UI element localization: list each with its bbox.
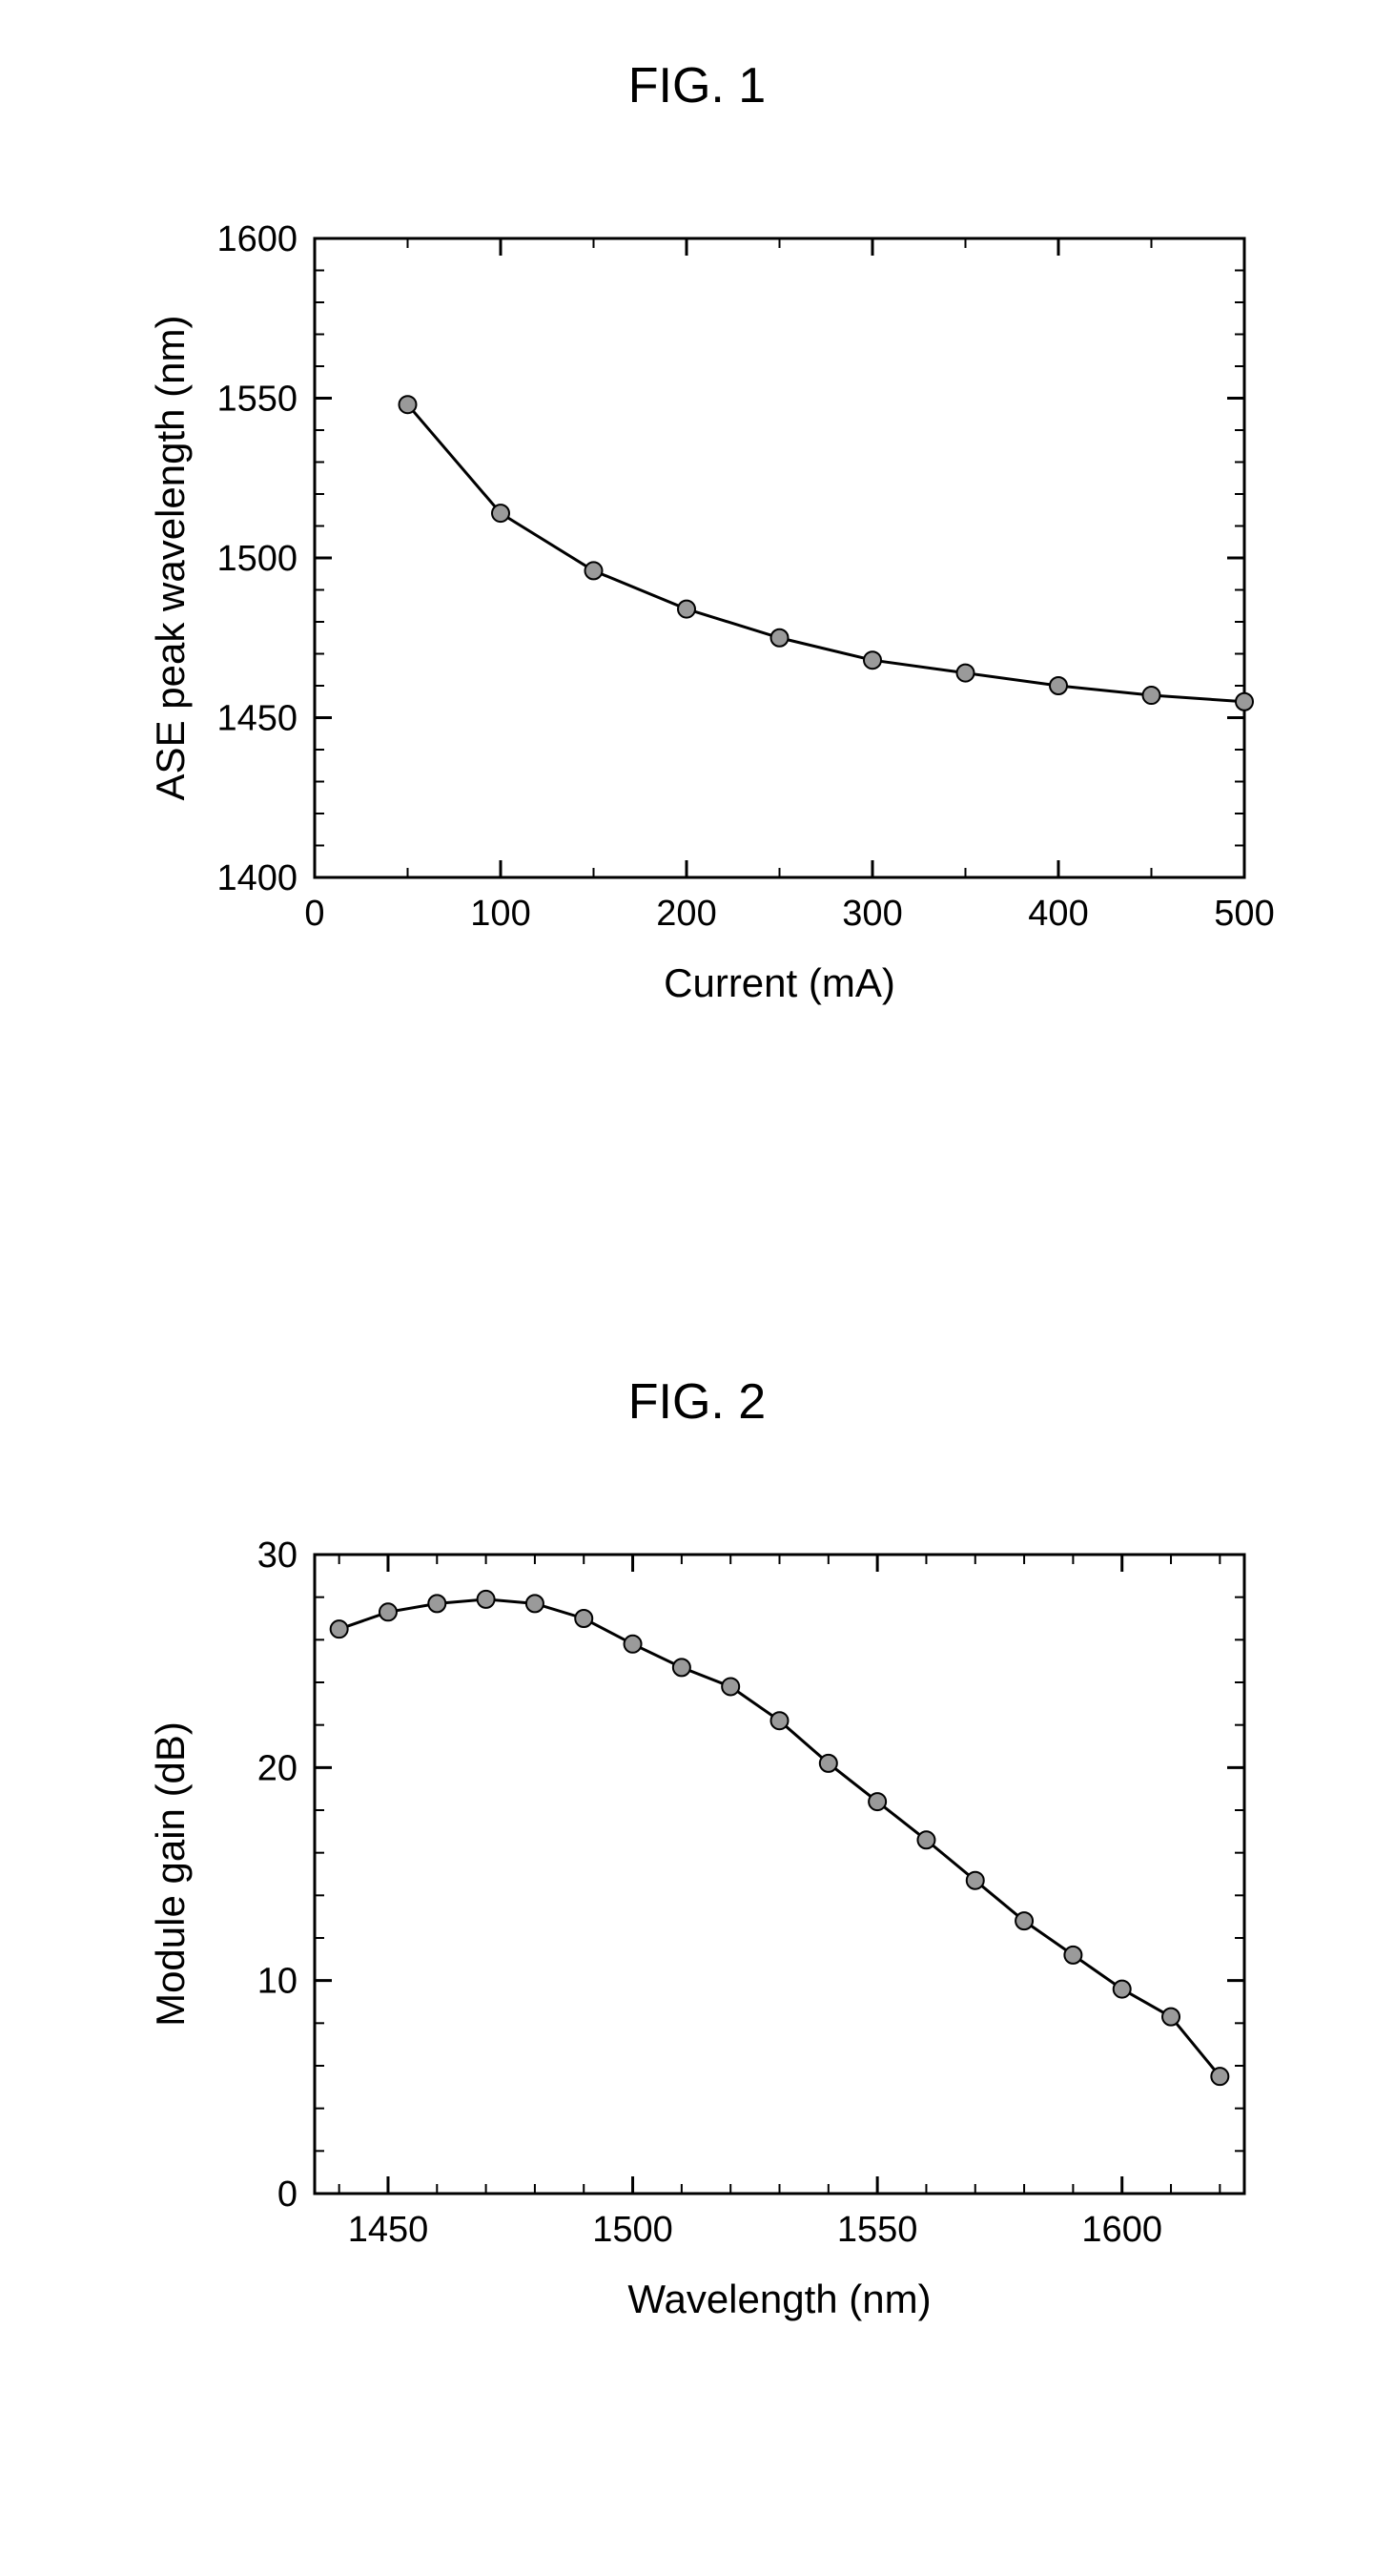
- svg-text:ASE peak wavelength (nm): ASE peak wavelength (nm): [148, 316, 193, 801]
- page: FIG. 1 010020030040050014001450150015501…: [0, 0, 1395, 2576]
- svg-text:400: 400: [1028, 894, 1088, 934]
- svg-text:30: 30: [257, 1535, 297, 1576]
- svg-text:20: 20: [257, 1748, 297, 1788]
- svg-text:1450: 1450: [348, 2210, 429, 2250]
- svg-text:10: 10: [257, 1962, 297, 2002]
- svg-text:300: 300: [842, 894, 902, 934]
- fig2-chart: 1450 1500 1550 1600 0 10 20 30 Wavelength (nm) Mo…: [138, 1516, 1282, 2356]
- fig2-title: FIG. 2: [554, 1373, 840, 1431]
- svg-text:500: 500: [1214, 894, 1274, 934]
- svg-text:1550: 1550: [837, 2210, 918, 2250]
- svg-text:1550: 1550: [216, 380, 297, 420]
- svg-text:1600: 1600: [1081, 2210, 1162, 2250]
- svg-text:0: 0: [277, 2174, 297, 2215]
- svg-text:1600: 1600: [216, 219, 297, 259]
- svg-text:1450: 1450: [216, 699, 297, 739]
- svg-text:100: 100: [470, 894, 530, 934]
- svg-text:200: 200: [656, 894, 716, 934]
- svg-text:1500: 1500: [592, 2210, 673, 2250]
- svg-text:Module gain (dB): Module gain (dB): [148, 1721, 193, 2027]
- svg-text:0: 0: [304, 894, 324, 934]
- svg-text:1400: 1400: [216, 858, 297, 898]
- svg-text:Wavelength (nm): Wavelength (nm): [627, 2277, 931, 2321]
- svg-text:1500: 1500: [216, 539, 297, 579]
- fig1-title: FIG. 1: [554, 57, 840, 114]
- fig1-chart: 0 100 200 300 400 500 1400 1450 1500 1550 1600 Curr…: [138, 200, 1282, 1040]
- svg-text:Current (mA): Current (mA): [664, 960, 895, 1005]
